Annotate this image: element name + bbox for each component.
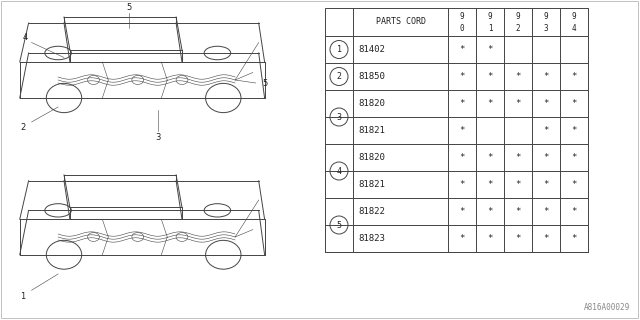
Text: *: * <box>487 72 493 81</box>
Text: 4: 4 <box>23 34 28 43</box>
Text: *: * <box>515 180 521 189</box>
Text: 9: 9 <box>488 12 492 21</box>
Text: 81402: 81402 <box>358 45 385 54</box>
Text: *: * <box>572 72 577 81</box>
Text: *: * <box>460 126 465 135</box>
Text: 5: 5 <box>262 78 268 87</box>
Text: 5: 5 <box>126 4 132 12</box>
Text: *: * <box>487 153 493 162</box>
Text: *: * <box>572 207 577 216</box>
Text: *: * <box>572 153 577 162</box>
Text: *: * <box>572 234 577 243</box>
Text: *: * <box>572 99 577 108</box>
Text: 5: 5 <box>337 220 342 229</box>
Text: 1: 1 <box>20 292 26 301</box>
Text: 9: 9 <box>460 12 464 21</box>
Text: *: * <box>515 72 521 81</box>
Text: 81821: 81821 <box>358 126 385 135</box>
Text: *: * <box>487 45 493 54</box>
Text: *: * <box>515 153 521 162</box>
Text: 2: 2 <box>516 24 520 33</box>
Text: *: * <box>460 99 465 108</box>
Text: 3: 3 <box>337 113 342 122</box>
Text: 2: 2 <box>337 72 342 81</box>
Text: *: * <box>487 234 493 243</box>
Text: 3: 3 <box>544 24 548 33</box>
Text: 9: 9 <box>544 12 548 21</box>
Text: 9: 9 <box>572 12 576 21</box>
Text: *: * <box>543 207 548 216</box>
Text: 1: 1 <box>337 45 342 54</box>
Text: *: * <box>487 207 493 216</box>
Text: *: * <box>460 180 465 189</box>
Text: *: * <box>572 180 577 189</box>
Text: *: * <box>572 126 577 135</box>
Text: 81820: 81820 <box>358 153 385 162</box>
Text: *: * <box>543 234 548 243</box>
Text: *: * <box>543 99 548 108</box>
Text: 4: 4 <box>572 24 576 33</box>
Text: *: * <box>515 207 521 216</box>
Text: *: * <box>487 180 493 189</box>
Text: 81820: 81820 <box>358 99 385 108</box>
Text: *: * <box>460 207 465 216</box>
Text: *: * <box>543 153 548 162</box>
Text: *: * <box>460 45 465 54</box>
Text: 81850: 81850 <box>358 72 385 81</box>
Bar <box>325 8 588 252</box>
Text: *: * <box>543 180 548 189</box>
Text: *: * <box>460 234 465 243</box>
Text: *: * <box>460 153 465 162</box>
Text: *: * <box>543 126 548 135</box>
Text: *: * <box>543 72 548 81</box>
Text: *: * <box>460 72 465 81</box>
Text: 4: 4 <box>337 166 342 175</box>
Text: 2: 2 <box>20 124 26 132</box>
Text: 81822: 81822 <box>358 207 385 216</box>
Text: PARTS CORD: PARTS CORD <box>376 18 426 27</box>
Text: 81821: 81821 <box>358 180 385 189</box>
Text: A816A00029: A816A00029 <box>584 303 630 312</box>
Text: 9: 9 <box>516 12 520 21</box>
Text: *: * <box>487 99 493 108</box>
Text: 81823: 81823 <box>358 234 385 243</box>
Text: 3: 3 <box>156 132 161 141</box>
Text: *: * <box>515 234 521 243</box>
Text: *: * <box>515 99 521 108</box>
Text: 1: 1 <box>488 24 492 33</box>
Text: 0: 0 <box>460 24 464 33</box>
